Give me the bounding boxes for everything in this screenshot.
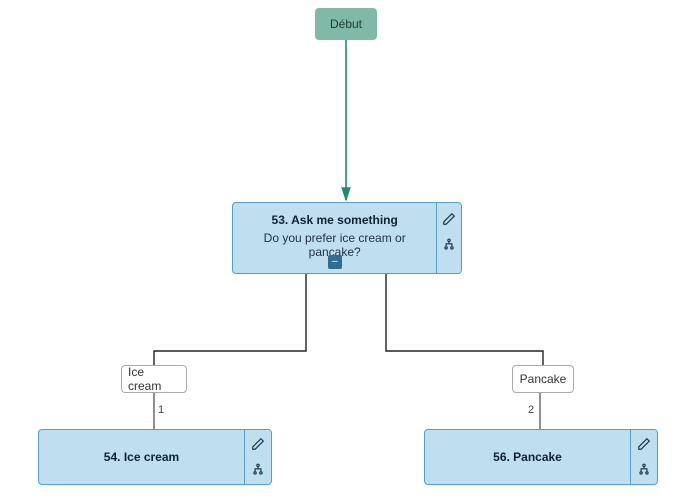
flow-canvas: 1 2 Début 53. Ask me something Do you pr…: [0, 0, 690, 503]
node-question[interactable]: 53. Ask me something Do you prefer ice c…: [232, 202, 462, 274]
answer-right-actions: [630, 430, 657, 484]
edge-question-choice-right: [386, 272, 543, 365]
node-answer-icecream[interactable]: 54. Ice cream: [38, 429, 272, 485]
branch-icon[interactable]: [250, 462, 266, 478]
branch-icon[interactable]: [636, 462, 652, 478]
collapse-toggle[interactable]: –: [328, 255, 342, 269]
pencil-icon[interactable]: [250, 436, 266, 452]
answer-right-body: 56. Pancake: [425, 430, 630, 484]
branch-icon[interactable]: [441, 237, 457, 253]
edge-label-1: 1: [158, 404, 164, 416]
node-question-title: 53. Ask me something: [245, 213, 424, 227]
answer-left-actions: [244, 430, 271, 484]
edge-question-choice-left: [154, 272, 306, 365]
answer-left-title: 54. Ice cream: [104, 450, 179, 464]
node-answer-pancake[interactable]: 56. Pancake: [424, 429, 658, 485]
pencil-icon[interactable]: [441, 211, 457, 227]
choice-left-label: Ice cream: [128, 365, 180, 393]
node-question-body: 53. Ask me something Do you prefer ice c…: [233, 203, 436, 273]
answer-left-body: 54. Ice cream: [39, 430, 244, 484]
choice-right-label: Pancake: [520, 372, 567, 386]
edge-label-2: 2: [528, 404, 534, 416]
answer-right-title: 56. Pancake: [493, 450, 562, 464]
pencil-icon[interactable]: [636, 436, 652, 452]
node-start-label: Début: [330, 17, 362, 31]
node-choice-pancake[interactable]: Pancake: [512, 365, 574, 393]
node-choice-icecream[interactable]: Ice cream: [121, 365, 187, 393]
node-start[interactable]: Début: [315, 8, 377, 40]
node-question-actions: [436, 203, 461, 273]
